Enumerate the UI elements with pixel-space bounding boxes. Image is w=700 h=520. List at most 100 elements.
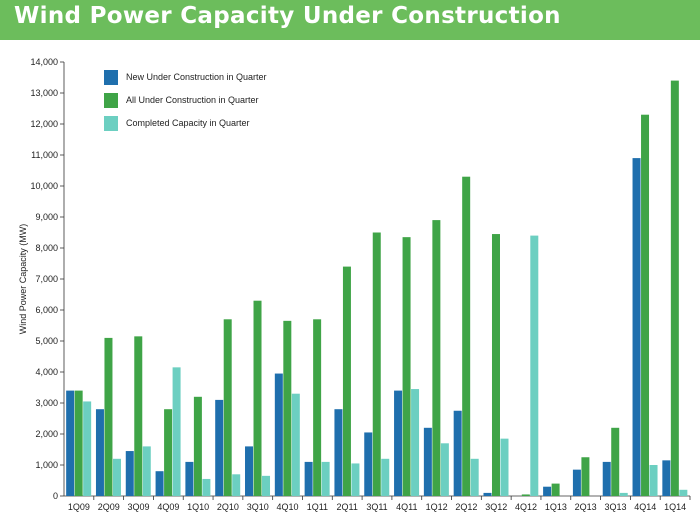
bar	[611, 427, 620, 496]
bar	[274, 373, 283, 496]
bar	[223, 319, 232, 496]
bar	[679, 489, 688, 496]
bar	[551, 483, 560, 496]
legend-label: All Under Construction in Quarter	[126, 95, 259, 105]
bar	[381, 458, 390, 496]
y-axis-label: Wind Power Capacity (MW)	[18, 224, 28, 335]
bar	[483, 492, 492, 496]
bar	[662, 460, 671, 496]
chart-axes: 0 1,000 2,000 3,000 4,000 5,000 6,000 7,000 8,00…	[30, 57, 691, 512]
bar	[215, 399, 224, 496]
x-tick-label: 4Q10	[277, 502, 299, 512]
bar	[581, 457, 590, 496]
y-tick-label: 1,000	[35, 460, 58, 470]
y-tick-label: 4,000	[35, 367, 58, 377]
x-tick-label: 1Q09	[68, 502, 90, 512]
bar	[66, 390, 75, 496]
bar	[440, 443, 449, 496]
bar	[649, 465, 658, 496]
x-tick-label: 1Q14	[664, 502, 686, 512]
bar	[202, 478, 211, 496]
bar	[491, 234, 500, 497]
bar	[245, 446, 254, 496]
bar	[125, 451, 134, 496]
bar	[641, 114, 650, 496]
bar	[602, 461, 611, 496]
bar	[423, 427, 432, 496]
x-tick-label: 4Q09	[157, 502, 179, 512]
bar	[134, 336, 143, 496]
bar	[83, 401, 92, 496]
x-tick-label: 3Q13	[604, 502, 626, 512]
x-tick-label: 1Q13	[545, 502, 567, 512]
y-tick-label: 2,000	[35, 429, 58, 439]
title-banner: Wind Power Capacity Under Construction	[0, 0, 700, 40]
x-tick-label: 4Q11	[396, 502, 417, 512]
chart-bars	[66, 80, 688, 497]
bar	[304, 461, 313, 496]
bar	[462, 176, 471, 496]
bar	[364, 432, 373, 496]
y-tick-label: 0	[53, 491, 58, 501]
x-tick-label: 3Q11	[366, 502, 387, 512]
bar	[334, 409, 343, 496]
bar	[291, 393, 300, 496]
bar	[394, 390, 403, 496]
bar	[112, 458, 121, 496]
x-tick-label: 2Q13	[575, 502, 597, 512]
bar	[470, 458, 479, 496]
legend-label: Completed Capacity in Quarter	[126, 118, 250, 128]
y-tick-label: 10,000	[30, 181, 58, 191]
bar	[372, 232, 381, 496]
y-tick-label: 13,000	[30, 88, 58, 98]
bar	[500, 438, 509, 496]
y-tick-label: 3,000	[35, 398, 58, 408]
x-tick-label: 1Q10	[187, 502, 209, 512]
y-tick-label: 6,000	[35, 305, 58, 315]
y-tick-label: 7,000	[35, 274, 58, 284]
bar	[402, 237, 411, 496]
x-tick-label: 1Q11	[307, 502, 328, 512]
bar	[104, 337, 113, 496]
bar	[193, 396, 202, 496]
bar	[155, 471, 164, 496]
bar	[185, 461, 194, 496]
bar	[432, 220, 441, 496]
bar	[74, 390, 83, 496]
x-tick-label: 2Q12	[455, 502, 477, 512]
bar	[172, 367, 181, 496]
bar	[351, 463, 360, 496]
bar	[262, 475, 271, 496]
y-tick-label: 9,000	[35, 212, 58, 222]
bar	[543, 486, 552, 496]
bar	[232, 474, 241, 496]
bar	[313, 319, 322, 496]
bar	[619, 492, 628, 496]
bar	[164, 409, 173, 496]
bar	[342, 266, 351, 496]
bar	[521, 494, 530, 496]
x-tick-label: 2Q09	[98, 502, 120, 512]
x-tick-label: 3Q10	[247, 502, 269, 512]
x-tick-label: 4Q14	[634, 502, 656, 512]
y-tick-label: 12,000	[30, 119, 58, 129]
legend-swatch	[104, 116, 118, 131]
x-tick-label: 2Q10	[217, 502, 239, 512]
legend-swatch	[104, 93, 118, 108]
bar	[321, 461, 330, 496]
x-tick-label: 3Q09	[128, 502, 150, 512]
chart-legend: New Under Construction in Quarter All Und…	[104, 70, 267, 131]
y-tick-label: 5,000	[35, 336, 58, 346]
y-tick-label: 11,000	[31, 150, 58, 160]
bar	[530, 235, 539, 496]
bar	[453, 410, 462, 496]
bar	[95, 409, 104, 496]
bar	[632, 158, 641, 496]
bar	[253, 300, 262, 496]
y-tick-label: 14,000	[30, 57, 58, 67]
legend-swatch	[104, 70, 118, 85]
x-tick-label: 2Q11	[337, 502, 358, 512]
bar	[572, 469, 581, 496]
bar	[670, 80, 679, 496]
